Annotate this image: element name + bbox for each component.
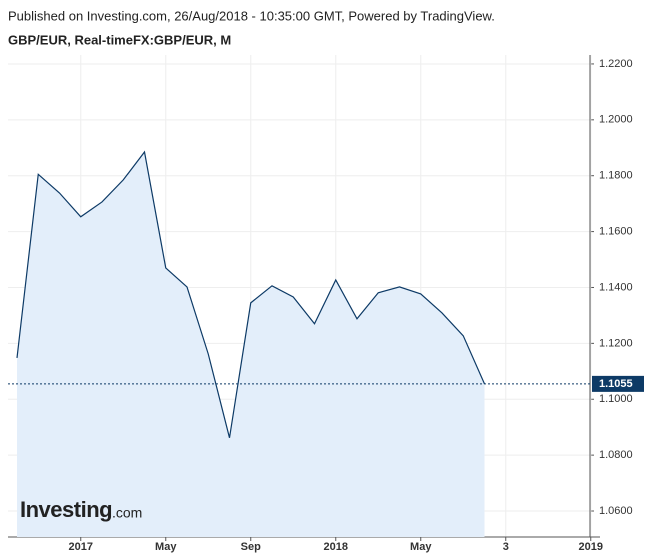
x-tick-label: May xyxy=(155,541,177,553)
y-tick-label: 1.2200 xyxy=(599,58,633,70)
y-tick-label: 1.1600 xyxy=(599,225,633,237)
last-price-label: 1.1055 xyxy=(599,378,633,390)
y-tick-label: 1.2000 xyxy=(599,114,633,126)
x-tick-label: May xyxy=(410,541,432,553)
y-tick-label: 1.1000 xyxy=(599,393,633,405)
x-tick-label: 3 xyxy=(503,541,509,553)
y-tick-label: 1.1800 xyxy=(599,170,633,182)
price-line xyxy=(16,150,486,438)
x-tick-label: 2018 xyxy=(324,541,348,553)
chart-subtitle: GBP/EUR, Real-timeFX:GBP/EUR, M xyxy=(8,32,231,47)
x-tick-label: 2019 xyxy=(579,541,603,553)
logo-suffix: .com xyxy=(112,505,142,521)
area-fill xyxy=(17,151,485,537)
last-price-box xyxy=(592,375,644,392)
chart-title: Published on Investing.com, 26/Aug/2018 … xyxy=(8,8,495,23)
x-tick-label: Sep xyxy=(241,541,261,553)
y-tick-label: 1.0600 xyxy=(599,505,633,517)
y-tick-label: 1.1200 xyxy=(599,337,633,349)
y-tick-label: 1.0800 xyxy=(599,449,633,461)
logo: Investing xyxy=(20,497,112,522)
y-tick-label: 1.1400 xyxy=(599,281,633,293)
x-tick-label: 2017 xyxy=(69,541,93,553)
